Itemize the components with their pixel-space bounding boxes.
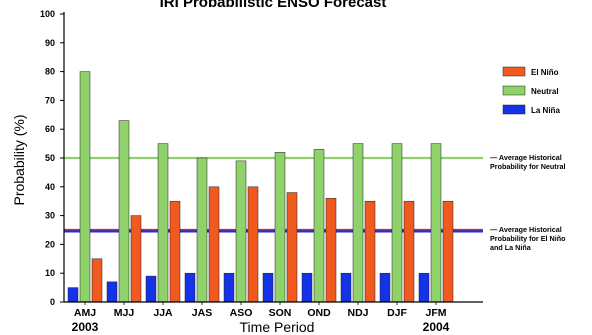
x-tick-label-aso: ASO xyxy=(230,307,253,319)
y-ticks: 0 10 20 30 40 50 60 70 80 90 100 xyxy=(40,9,64,307)
y-tick-label-60: 60 xyxy=(45,124,55,134)
y-tick-label-30: 30 xyxy=(45,211,55,221)
bar-el-nino-jfm xyxy=(442,200,454,303)
x-tick-label-jja: JJA xyxy=(153,307,173,319)
bar-la-nina-son xyxy=(262,272,274,303)
y-tick-label-100: 100 xyxy=(40,9,55,19)
bars xyxy=(67,71,454,303)
bar-neutral-jfm xyxy=(430,143,442,303)
bar-el-nino-aso xyxy=(247,186,259,303)
bar-la-nina-mjj xyxy=(106,281,118,303)
bar-la-nina-ond xyxy=(301,272,313,303)
bar-neutral-ond xyxy=(313,149,325,303)
y-tick-label-90: 90 xyxy=(45,38,55,48)
x-tick-label-djf: DJF xyxy=(387,307,407,319)
bar-neutral-amj xyxy=(79,71,91,303)
reference-annotation-1-line-2: and La Niña xyxy=(490,243,532,252)
bar-neutral-jas xyxy=(196,157,208,303)
x-axis-title: Time Period xyxy=(240,319,315,335)
legend-swatch-neutral xyxy=(502,85,526,96)
y-tick-label-10: 10 xyxy=(45,268,55,278)
bar-el-nino-jja xyxy=(169,200,181,303)
x-tick-label-mjj: MJJ xyxy=(114,307,135,319)
x-tick-label-ndj: NDJ xyxy=(347,307,368,319)
bar-neutral-son xyxy=(274,151,286,303)
y-tick-label-50: 50 xyxy=(45,153,55,163)
bar-el-nino-jas xyxy=(208,186,220,303)
bar-la-nina-ndj xyxy=(340,272,352,303)
legend-label-la-nina: La Niña xyxy=(531,106,560,115)
legend-swatch-la-nina xyxy=(502,104,526,115)
bar-la-nina-jas xyxy=(184,272,196,303)
y-tick-label-20: 20 xyxy=(45,239,55,249)
y-tick-label-40: 40 xyxy=(45,182,55,192)
year-label-2003: 2003 xyxy=(72,320,99,334)
bar-la-nina-djf xyxy=(379,272,391,303)
bar-neutral-mjj xyxy=(118,120,130,303)
x-tick-label-ond: OND xyxy=(307,307,331,319)
bar-el-nino-djf xyxy=(403,200,415,303)
legend-swatch-el-nino xyxy=(502,66,526,77)
bar-neutral-ndj xyxy=(352,143,364,303)
bar-la-nina-jja xyxy=(145,275,157,303)
y-axis-title: Probability (%) xyxy=(11,114,27,205)
bar-la-nina-amj xyxy=(67,287,79,303)
reference-annotation-1-line-1: Probability for El Niño xyxy=(490,234,566,243)
y-tick-label-0: 0 xyxy=(50,297,55,307)
reference-annotation-1-line-0: — Average Historical xyxy=(490,225,562,234)
bar-el-nino-amj xyxy=(91,258,103,303)
bar-la-nina-jfm xyxy=(418,272,430,303)
legend-label-el-nino: El Niño xyxy=(531,68,559,77)
bar-neutral-djf xyxy=(391,143,403,303)
chart-title: IRI Probabilistic ENSO Forecast xyxy=(160,0,387,11)
x-tick-label-jfm: JFM xyxy=(426,307,447,319)
year-label-2004: 2004 xyxy=(423,320,450,334)
legend-label-neutral: Neutral xyxy=(531,87,559,96)
reference-annotation-0-line-0: — Average Historical xyxy=(490,153,562,162)
bar-el-nino-ndj xyxy=(364,200,376,303)
axes xyxy=(63,12,483,303)
reference-annotation-0-line-1: Probability for Neutral xyxy=(490,162,565,171)
x-tick-label-amj: AMJ xyxy=(74,307,96,319)
x-category-labels: AMJ MJJ JJA JAS ASO SON OND NDJ DJF JFM 2003 2004 xyxy=(72,302,450,334)
bar-el-nino-mjj xyxy=(130,215,142,303)
bar-la-nina-aso xyxy=(223,272,235,303)
bar-el-nino-son xyxy=(286,192,298,303)
y-tick-label-70: 70 xyxy=(45,95,55,105)
x-tick-label-jas: JAS xyxy=(192,307,212,319)
y-tick-label-80: 80 xyxy=(45,67,55,77)
bar-neutral-jja xyxy=(157,143,169,303)
x-tick-label-son: SON xyxy=(269,307,292,319)
bar-el-nino-ond xyxy=(325,198,337,303)
bar-neutral-aso xyxy=(235,160,247,303)
legend: El Niño Neutral La Niña xyxy=(502,66,560,115)
